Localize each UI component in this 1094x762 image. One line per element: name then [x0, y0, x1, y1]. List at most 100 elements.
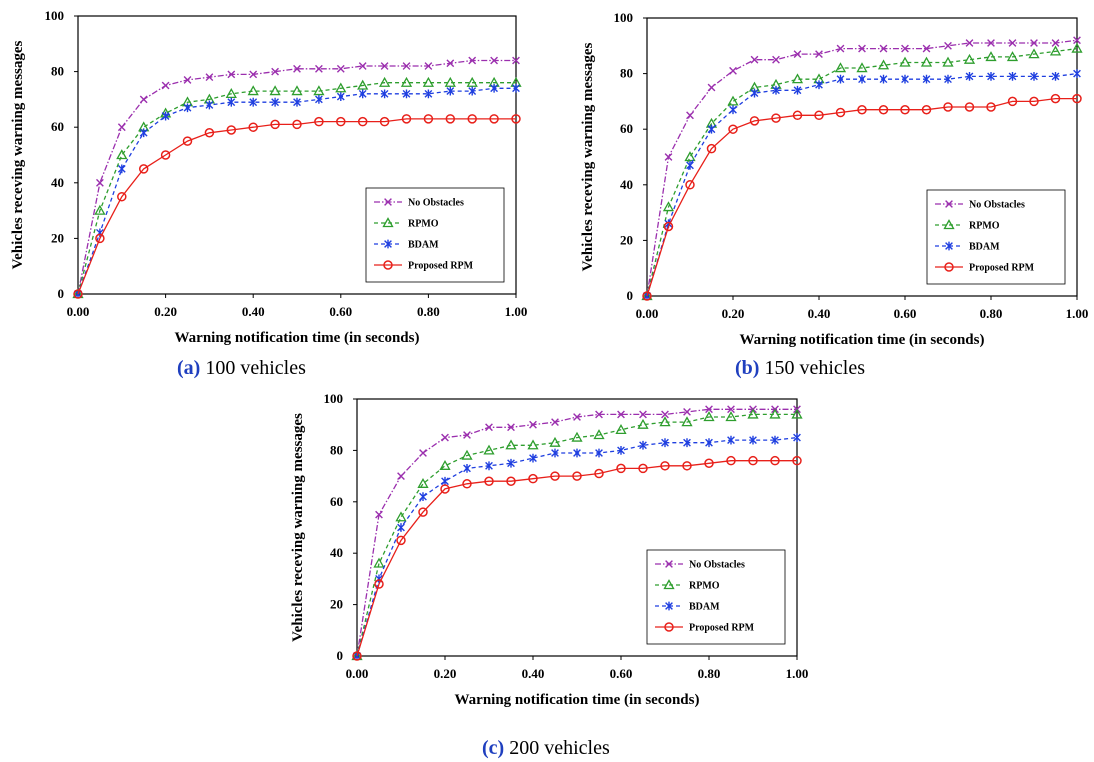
y-tick-label: 80 — [330, 442, 343, 457]
data-point — [664, 153, 673, 161]
x-tick-label: 0.40 — [242, 304, 265, 319]
data-point — [375, 510, 383, 519]
data-point — [793, 50, 802, 59]
data-point — [446, 86, 455, 96]
data-point — [445, 114, 456, 124]
caption-a-tag: (a) — [177, 357, 201, 379]
data-point — [793, 433, 801, 442]
data-point — [942, 56, 954, 67]
data-point — [357, 79, 369, 90]
data-point — [160, 150, 171, 160]
data-point — [227, 97, 236, 107]
y-tick-label: 80 — [620, 66, 633, 81]
data-point — [291, 85, 303, 96]
data-point — [1030, 39, 1038, 47]
y-axis-title: Vehicles receving warning messages — [580, 42, 596, 271]
data-point — [401, 114, 412, 124]
data-point — [727, 405, 735, 414]
data-point — [380, 89, 389, 99]
data-point — [183, 76, 192, 84]
data-point — [271, 67, 279, 76]
data-point — [397, 523, 405, 532]
data-point — [139, 95, 148, 104]
data-point — [573, 413, 581, 421]
x-tick-label: 0.20 — [722, 306, 745, 321]
data-point — [463, 463, 471, 473]
data-point — [527, 439, 539, 450]
data-point — [986, 102, 996, 112]
x-tick-label: 0.40 — [808, 306, 831, 321]
data-point — [1030, 71, 1038, 81]
data-point — [248, 122, 258, 132]
data-point — [161, 111, 170, 121]
data-point — [95, 233, 105, 244]
data-point — [920, 56, 933, 67]
data-point — [419, 449, 427, 457]
series-line — [77, 87, 516, 295]
x-tick-label: 1.00 — [505, 304, 528, 319]
data-point — [485, 461, 493, 471]
legend-label: RPMO — [408, 219, 439, 230]
data-point — [138, 164, 149, 174]
data-point — [358, 89, 367, 99]
data-point — [182, 136, 193, 146]
data-point — [659, 416, 671, 427]
y-tick-label: 40 — [51, 175, 64, 190]
legend: No Obstacles RPMO BDAM Proposed RPM — [926, 189, 1066, 285]
legend: No Obstacles RPMO BDAM Proposed RPM — [365, 187, 505, 283]
legend-label: No Obstacles — [408, 198, 464, 209]
plot-frame — [77, 15, 517, 295]
data-point — [770, 455, 780, 466]
series-no-obstacles — [353, 405, 801, 660]
x-tick-label: 0.60 — [610, 666, 633, 681]
x-tick-label: 1.00 — [1066, 306, 1089, 321]
legend-marker — [665, 560, 673, 568]
series-bdam — [643, 69, 1081, 301]
data-point — [550, 471, 560, 481]
data-point — [335, 82, 347, 93]
y-tick-label: 40 — [620, 177, 633, 192]
data-point — [944, 74, 952, 84]
data-point — [681, 416, 693, 427]
data-point — [750, 88, 759, 98]
data-point — [440, 484, 450, 494]
data-point — [683, 407, 691, 416]
data-point — [1028, 48, 1040, 59]
data-point — [965, 71, 974, 81]
data-point — [1006, 51, 1019, 62]
data-point — [921, 104, 932, 115]
caption-b-text: 150 vehicles — [764, 357, 865, 379]
data-point — [441, 433, 449, 442]
data-point — [424, 89, 433, 99]
data-point — [247, 85, 259, 96]
data-point — [661, 438, 669, 448]
data-point — [461, 449, 473, 460]
x-tick-label: 0.00 — [636, 306, 659, 321]
data-point — [879, 74, 888, 84]
y-tick-label: 60 — [330, 494, 343, 509]
legend-label: Proposed RPM — [969, 263, 1035, 274]
x-axis-title: Warning notification time (in seconds) — [454, 692, 699, 708]
data-point — [270, 119, 280, 130]
data-point — [705, 438, 713, 448]
data-point — [395, 511, 407, 522]
data-point — [594, 468, 604, 479]
data-point — [615, 424, 627, 434]
data-point — [922, 74, 931, 84]
data-point — [419, 492, 427, 502]
data-point — [571, 431, 583, 442]
data-point — [483, 444, 495, 455]
data-point — [705, 405, 713, 414]
caption-a-text: 100 vehicles — [205, 357, 306, 379]
y-tick-label: 20 — [330, 597, 343, 612]
data-point — [73, 289, 83, 299]
data-point — [793, 85, 802, 95]
data-point — [249, 97, 258, 107]
data-point — [402, 89, 411, 99]
data-point — [836, 44, 845, 53]
data-point — [528, 473, 538, 484]
x-tick-label: 0.60 — [329, 304, 352, 319]
plot-frame — [646, 17, 1078, 297]
data-point — [551, 418, 559, 427]
series-line — [356, 413, 797, 657]
